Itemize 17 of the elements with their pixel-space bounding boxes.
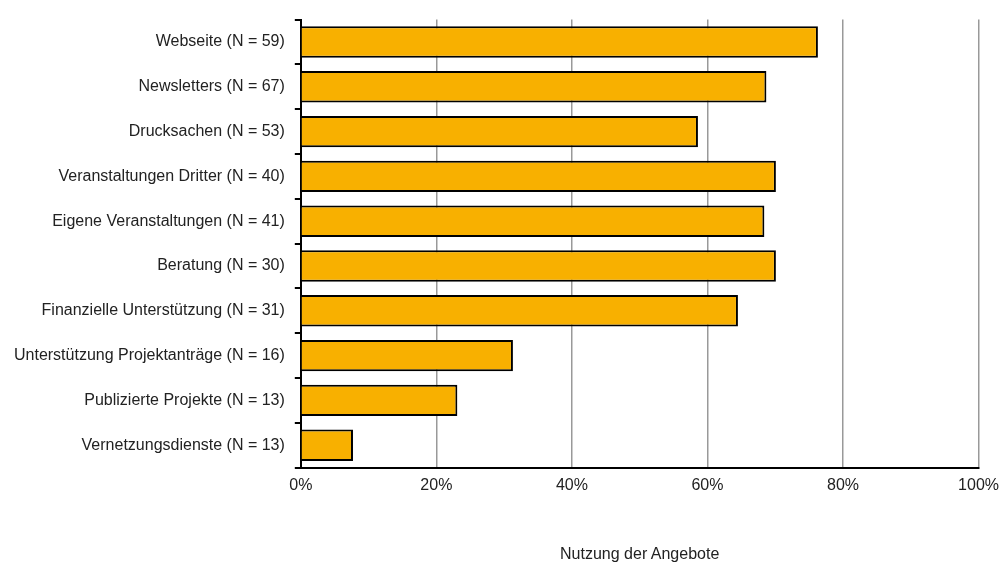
y-tick-label: Publizierte Projekte (N = 13) — [84, 390, 285, 408]
y-tick-label: Finanzielle Unterstützung (N = 31) — [41, 301, 285, 319]
y-tick-label: Unterstützung Projektanträge (N = 16) — [13, 346, 285, 364]
y-tick-label: Veranstaltungen Dritter (N = 40) — [58, 166, 285, 184]
y-tick-label: Eigene Veranstaltungen (N = 41) — [52, 211, 285, 229]
x-axis-title: Nutzung der Angebote — [560, 544, 720, 562]
x-tick-label: 0% — [289, 475, 313, 493]
x-tick-label: 20% — [420, 475, 453, 493]
y-tick-label: Newsletters (N = 67) — [138, 77, 285, 95]
y-tick-label: Webseite (N = 59) — [155, 32, 285, 50]
y-tick-label: Beratung (N = 30) — [157, 256, 285, 274]
x-tick-label: 60% — [691, 475, 724, 493]
x-tick-label: 80% — [826, 475, 860, 493]
y-tick-label: Drucksachen (N = 53) — [128, 122, 285, 140]
x-tick-label: 100% — [958, 475, 999, 493]
x-tick-label: 40% — [555, 475, 588, 493]
y-tick-label: Vernetzungsdienste (N = 13) — [81, 435, 285, 453]
